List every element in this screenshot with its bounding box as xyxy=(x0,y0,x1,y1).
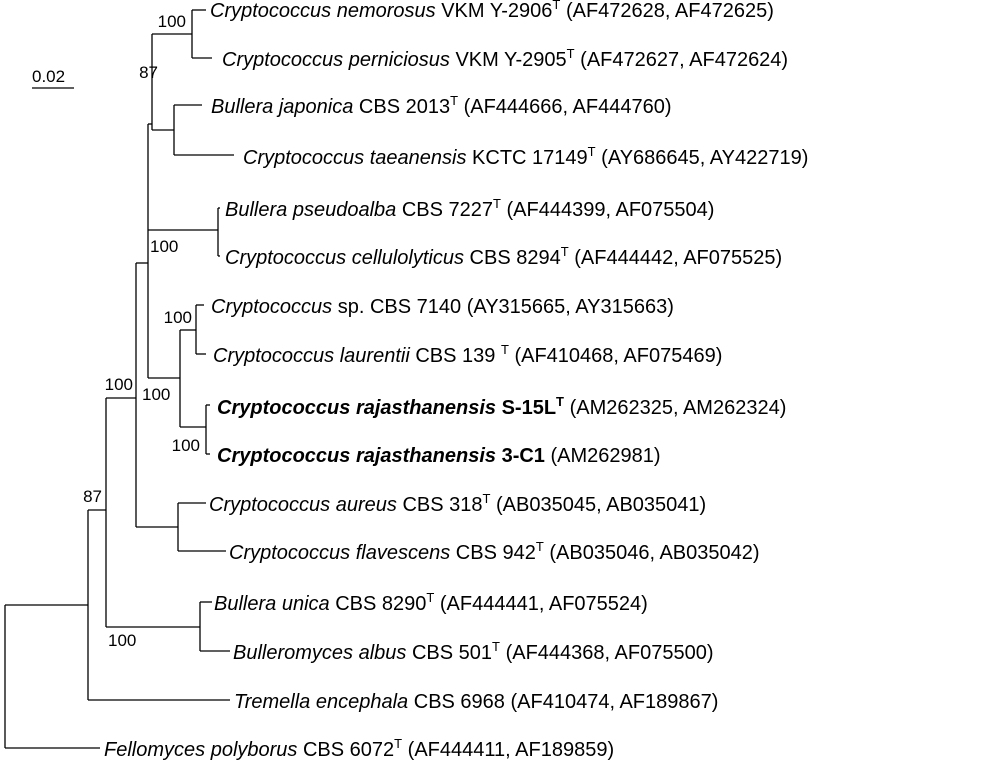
taxon-label: Cryptococcus perniciosus VKM Y-2905T (AF… xyxy=(222,46,788,71)
scale-bar-label: 0.02 xyxy=(32,67,65,86)
taxon-label: Cryptococcus taeanensis KCTC 17149T (AY6… xyxy=(243,144,808,169)
taxon-label: Cryptococcus nemorosus VKM Y-2906T (AF47… xyxy=(210,0,774,22)
bootstrap-value: 100 xyxy=(105,375,133,394)
taxon-label: Bulleromyces albus CBS 501T (AF444368, A… xyxy=(233,639,713,664)
scale-bar: 0.02 xyxy=(32,67,74,89)
bootstrap-values: 100 87 100 100 100 100 100 87 100 xyxy=(83,12,200,650)
bootstrap-value: 100 xyxy=(108,631,136,650)
taxon-label: Cryptococcus aureus CBS 318T (AB035045, … xyxy=(209,491,706,516)
taxon-label: Cryptococcus sp. CBS 7140 (AY315665, AY3… xyxy=(211,296,674,318)
taxon-label: Cryptococcus cellulolyticus CBS 8294T (A… xyxy=(225,244,782,269)
bootstrap-value: 100 xyxy=(150,237,178,256)
bootstrap-value: 100 xyxy=(172,436,200,455)
bootstrap-value: 87 xyxy=(139,63,158,82)
tree-branches xyxy=(4,9,234,749)
taxon-label: Cryptococcus rajasthanensis 3-C1 (AM2629… xyxy=(217,445,661,467)
bootstrap-value: 87 xyxy=(83,487,102,506)
taxon-label: Cryptococcus rajasthanensis S-15LT (AM26… xyxy=(217,394,786,419)
taxon-label: Tremella encephala CBS 6968 (AF410474, A… xyxy=(234,691,718,713)
taxon-labels: Cryptococcus nemorosus VKM Y-2906T (AF47… xyxy=(104,0,808,761)
taxon-label: Cryptococcus laurentii CBS 139 T (AF4104… xyxy=(213,342,722,367)
bootstrap-value: 100 xyxy=(142,385,170,404)
bootstrap-value: 100 xyxy=(158,12,186,31)
bootstrap-value: 100 xyxy=(164,308,192,327)
taxon-label: Cryptococcus flavescens CBS 942T (AB0350… xyxy=(229,539,760,564)
taxon-label: Bullera pseudoalba CBS 7227T (AF444399, … xyxy=(225,196,714,221)
taxon-label: Bullera japonica CBS 2013T (AF444666, AF… xyxy=(211,93,672,118)
taxon-label: Bullera unica CBS 8290T (AF444441, AF075… xyxy=(214,590,648,615)
taxon-label: Fellomyces polyborus CBS 6072T (AF444411… xyxy=(104,736,614,761)
